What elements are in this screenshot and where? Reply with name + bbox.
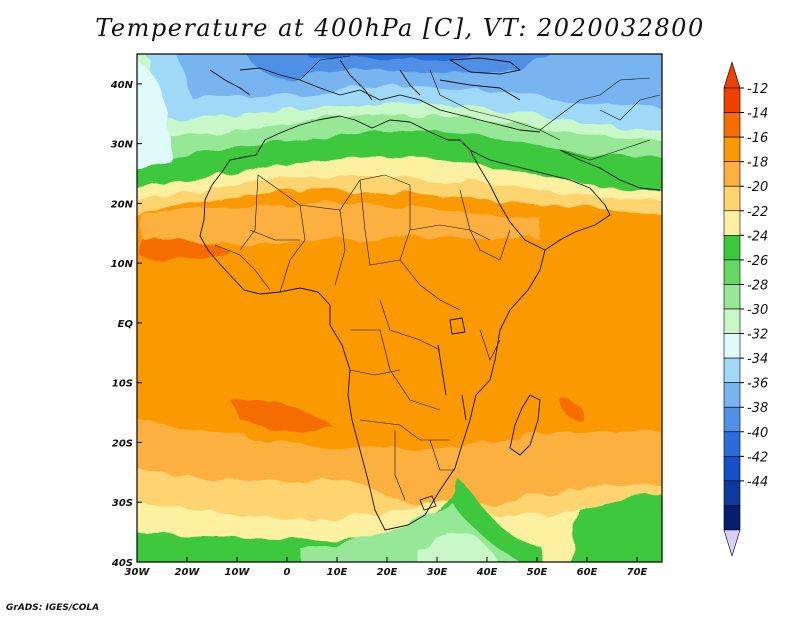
band-paleblue-south — [420, 536, 499, 562]
colorbar-segment — [723, 284, 741, 310]
country-borders — [214, 55, 661, 501]
lake-victoria — [449, 317, 466, 335]
colorbar-label: -12 — [747, 82, 768, 97]
lat-tick-label: 10N — [111, 259, 134, 270]
lon-tick-label: 30W — [125, 567, 151, 578]
colorbar-label: -44 — [747, 475, 768, 490]
map-frame — [136, 53, 663, 563]
greece-coast — [399, 69, 421, 96]
colorbar-label: -18 — [747, 156, 768, 171]
lon-tick-label: 20W — [175, 567, 201, 578]
arabia-gulf — [559, 149, 661, 191]
lat-tick-label: 40N — [110, 80, 134, 91]
colorbar-segment — [723, 235, 741, 261]
band-hot-west — [140, 237, 230, 261]
band-darkerblue-north — [307, 54, 480, 61]
italy-coast — [339, 59, 373, 101]
colorbar: -12 -14 -16 -18 -20 -22 -24 -26 -28 -30 -32 -34 -36 -… — [723, 60, 768, 558]
temperature-field — [137, 54, 662, 562]
lat-tick-label: 30N — [111, 140, 134, 151]
arabia-coastline — [469, 149, 611, 251]
colorbar-segment — [723, 357, 741, 383]
lon-tick-label: 10W — [225, 567, 251, 578]
lon-tick-label: 70E — [627, 567, 648, 578]
colorbar-label: -28 — [747, 278, 768, 293]
europe-coast — [239, 67, 541, 133]
lat-tick-label: 40S — [111, 558, 133, 569]
colorbar-label: -22 — [747, 205, 768, 220]
lon-tick-label: 10E — [327, 567, 348, 578]
band-hot-sw-atlantic — [230, 399, 335, 432]
africa-coastline — [199, 115, 546, 531]
colorbar-label: -30 — [747, 303, 768, 318]
band-hot-indian — [560, 399, 582, 419]
colorbar-segment — [723, 87, 741, 113]
colorbar-over-triangle — [723, 60, 741, 89]
band-warm-sahel — [140, 203, 540, 243]
band-west-pale — [137, 59, 171, 169]
colorbar-segment — [723, 480, 741, 506]
colorbar-label: -42 — [747, 450, 768, 465]
lake-tanganyika — [437, 344, 447, 396]
lon-tick-label: 50E — [527, 567, 548, 578]
lake-malawi — [461, 394, 467, 421]
lesotho — [419, 495, 437, 511]
colorbar-label: -20 — [747, 180, 768, 195]
footer-credit: GrADS: IGES/COLA — [6, 603, 100, 613]
iberia-coast — [209, 69, 251, 96]
colorbar-label: -40 — [747, 426, 768, 441]
colorbar-segment — [723, 431, 741, 457]
band-green-southeast — [571, 494, 662, 562]
lon-tick-label: 20E — [377, 567, 398, 578]
colorbar-segment — [723, 259, 741, 285]
turkey-coast — [439, 79, 521, 101]
colorbar-label: -34 — [747, 352, 768, 367]
madagascar-coastline — [509, 394, 541, 456]
colorbar-segment — [723, 210, 741, 236]
map-title: Temperature at 400hPa [C], VT: 202003280… — [95, 14, 705, 42]
colorbar-segment — [723, 333, 741, 359]
lat-tick-label: EQ — [118, 319, 134, 330]
colorbar-segment — [723, 185, 741, 212]
colorbar-label: -26 — [747, 254, 768, 269]
colorbar-segment — [723, 136, 741, 162]
coastlines — [199, 57, 661, 531]
lon-tick-label: 40E — [476, 567, 498, 578]
colorbar-segment — [723, 406, 741, 433]
colorbar-segment — [723, 161, 741, 187]
lat-tick-label: 30S — [112, 498, 133, 509]
colorbar-label: -32 — [747, 328, 768, 343]
lat-tick-label: 10S — [112, 379, 133, 390]
colorbar-segment — [723, 505, 741, 531]
lat-tick-label: 20N — [111, 199, 134, 210]
lat-tick-label: 20S — [112, 438, 133, 449]
colorbar-under-triangle — [723, 529, 741, 558]
colorbar-segment — [723, 456, 741, 482]
colorbar-segment — [723, 382, 741, 408]
black-sea — [449, 57, 521, 75]
colorbar-segment — [723, 308, 741, 334]
colorbar-segment — [723, 112, 741, 138]
colorbar-label: -16 — [747, 131, 768, 146]
lon-tick-label: 60E — [577, 567, 598, 578]
colorbar-label: -24 — [747, 229, 768, 244]
colorbar-label: -36 — [747, 377, 768, 392]
lon-tick-label: 30E — [427, 567, 448, 578]
axis-ticks: 30W 20W 10W 0 10E 20E 30E 40E 50E 60E 70E 40N 30N 20N… — [110, 80, 648, 578]
colorbar-label: -14 — [747, 107, 768, 122]
lon-tick-label: 0 — [284, 567, 291, 578]
colorbar-label: -38 — [747, 401, 768, 416]
